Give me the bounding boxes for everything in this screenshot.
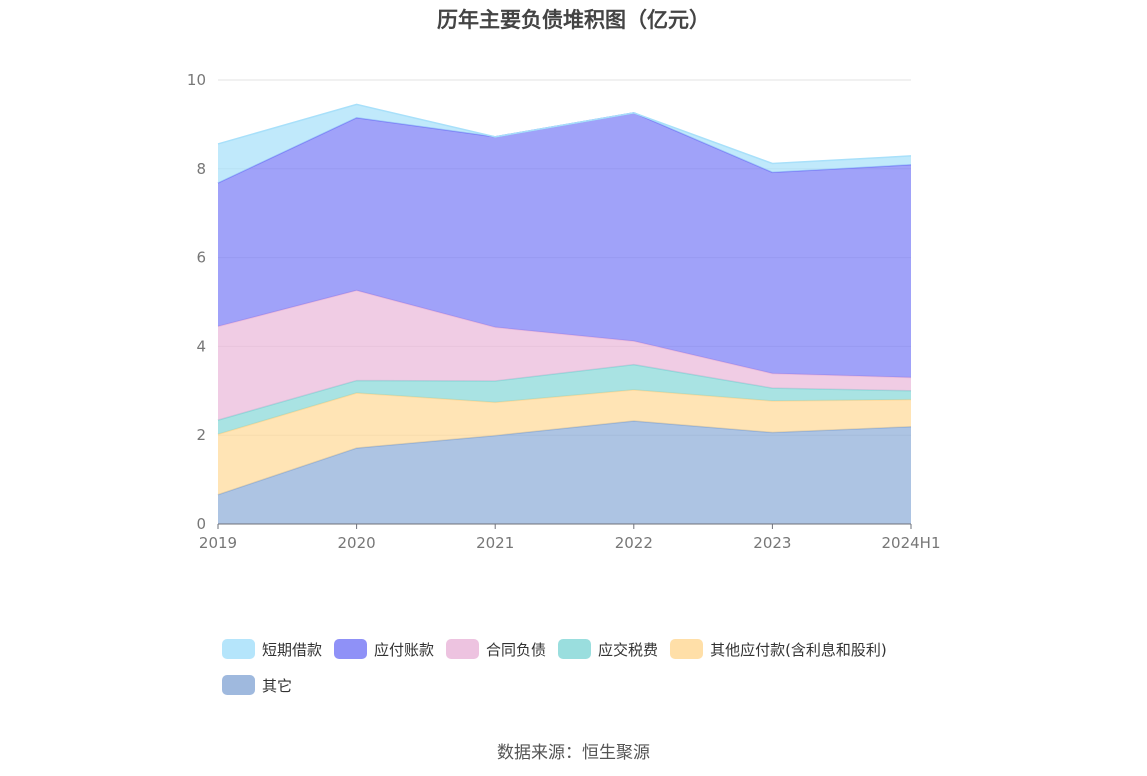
y-tick-label: 0 (196, 515, 206, 533)
x-tick-label: 2021 (476, 534, 514, 552)
legend-label: 其它 (262, 676, 293, 695)
legend-swatch (670, 639, 704, 659)
y-tick-label: 4 (196, 337, 206, 355)
legend-label: 合同负债 (486, 640, 547, 659)
legend-swatch (334, 639, 368, 659)
x-tick-label: 2024H1 (882, 534, 941, 552)
legend-item[interactable]: 应付账款 (334, 638, 434, 660)
y-tick-label: 8 (196, 160, 206, 178)
x-tick-label: 2020 (338, 534, 376, 552)
area-series (218, 389, 911, 495)
legend-item[interactable]: 其它 (222, 674, 292, 696)
chart-area: 0 2 4 6 8 10 2019 2020 2021 2022 2023 2024H1 (187, 71, 941, 552)
legend-item[interactable]: 短期借款 (222, 638, 322, 660)
legend-swatch (446, 639, 480, 659)
y-tick-label: 2 (196, 426, 206, 444)
legend-swatch (222, 639, 255, 659)
legend-item[interactable]: 合同负债 (446, 638, 546, 660)
legend-label: 其他应付款(含利息和股利) (710, 640, 887, 659)
legend: 短期借款 应付账款 合同负债 应交税费 其他应付款(含利息和股利) 其它 (222, 638, 962, 710)
area-series (218, 290, 911, 421)
area-series (218, 112, 911, 378)
legend-swatch (222, 675, 255, 695)
legend-swatch (558, 639, 592, 659)
axes: 0 2 4 6 8 10 2019 2020 2021 2022 2023 2024H1 (187, 71, 941, 552)
source-note: 数据来源：恒生聚源 (497, 743, 650, 763)
y-tick-label: 10 (187, 71, 206, 89)
stacked-areas (217, 103, 912, 524)
legend-label: 短期借款 (262, 640, 323, 659)
legend-item[interactable]: 应交税费 (558, 638, 658, 660)
series-line (217, 103, 912, 165)
area-series (218, 364, 911, 435)
x-tick-label: 2019 (199, 534, 237, 552)
legend-label: 应付账款 (374, 640, 435, 659)
area-series (218, 420, 911, 524)
x-tick-label: 2022 (615, 534, 653, 552)
chart-title: 历年主要负债堆积图（亿元） (437, 8, 710, 32)
x-tick-label: 2023 (753, 534, 791, 552)
legend-label: 应交税费 (598, 640, 659, 659)
legend-item[interactable]: 其他应付款(含利息和股利) (670, 638, 887, 660)
y-tick-label: 6 (196, 249, 206, 267)
